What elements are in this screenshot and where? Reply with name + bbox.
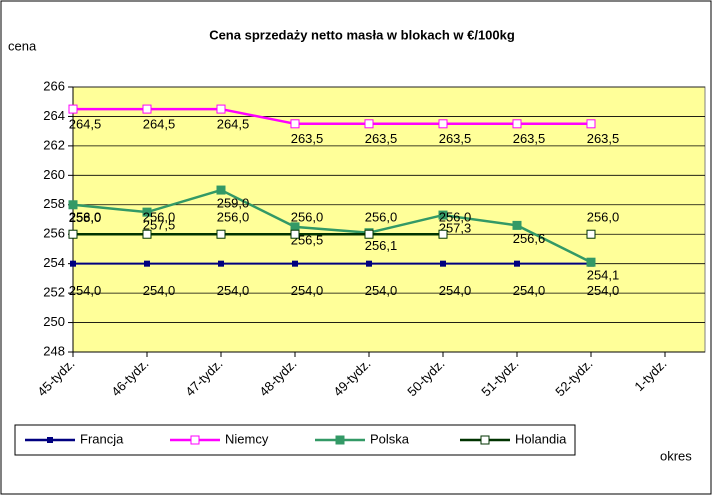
data-label: 264,5 [69, 117, 102, 132]
legend-label: Francja [80, 431, 124, 446]
data-label: 256,6 [513, 231, 546, 246]
y-tick-label: 266 [43, 78, 65, 93]
data-label: 263,5 [365, 131, 398, 146]
marker [366, 260, 372, 267]
series-line [73, 107, 591, 126]
y-tick-label: 254 [43, 255, 65, 270]
marker [216, 185, 226, 195]
series-line [72, 188, 592, 264]
legend-label: Holandia [515, 431, 567, 446]
marker [586, 119, 596, 129]
y-tick-label: 256 [43, 226, 65, 241]
data-label: 256,0 [291, 210, 324, 225]
marker [70, 260, 76, 267]
data-label: 263,5 [587, 131, 620, 146]
data-label: 263,5 [439, 131, 472, 146]
data-label: 264,5 [143, 117, 176, 132]
marker [364, 119, 374, 129]
y-axis-title: cena [8, 38, 37, 53]
marker [144, 260, 150, 267]
data-label: 254,0 [217, 283, 250, 298]
chart-title: Cena sprzedaży netto masła w blokach w €… [209, 27, 515, 42]
marker [142, 207, 152, 217]
data-label: 256,0 [439, 210, 472, 225]
y-tick-label: 258 [43, 196, 65, 211]
data-label: 256,1 [365, 238, 398, 253]
marker [142, 229, 152, 239]
marker [438, 119, 448, 129]
marker [290, 119, 300, 129]
data-label: 254,0 [291, 283, 324, 298]
marker [68, 229, 78, 239]
y-tick-label: 264 [43, 108, 65, 123]
data-label: 263,5 [291, 131, 324, 146]
marker [68, 200, 78, 210]
data-label: 256,0 [69, 210, 102, 225]
marker [218, 260, 224, 267]
data-label: 256,0 [217, 210, 250, 225]
marker [216, 229, 226, 239]
y-tick-label: 262 [43, 137, 65, 152]
y-tick-label: 250 [43, 314, 65, 329]
marker [586, 229, 596, 239]
marker [364, 229, 374, 239]
legend-marker [335, 435, 345, 445]
marker [438, 210, 448, 220]
legend-label: Polska [370, 431, 410, 446]
data-label: 254,0 [143, 283, 176, 298]
marker [292, 260, 298, 267]
x-axis-title: okres [660, 448, 692, 463]
data-label: 264,5 [217, 117, 250, 132]
data-label: 254,0 [365, 283, 398, 298]
legend-marker [190, 435, 200, 445]
marker [512, 119, 522, 129]
marker [514, 260, 520, 267]
data-label: 254,0 [513, 283, 546, 298]
y-tick-label: 260 [43, 167, 65, 182]
marker [68, 104, 78, 114]
marker [586, 257, 596, 267]
data-label: 254,0 [587, 283, 620, 298]
data-label: 256,0 [143, 210, 176, 225]
data-label: 254,0 [69, 283, 102, 298]
data-label: 258,0 [69, 210, 102, 225]
marker [216, 104, 226, 114]
data-label: 259,0 [217, 195, 250, 210]
marker [290, 229, 300, 239]
y-tick-label: 252 [43, 285, 65, 300]
data-label: 263,5 [513, 131, 546, 146]
data-label: 254,0 [439, 283, 472, 298]
marker [438, 229, 448, 239]
marker [512, 220, 522, 230]
data-label: 257,5 [143, 218, 176, 233]
marker [142, 104, 152, 114]
legend-marker [480, 435, 490, 445]
data-label: 254,1 [587, 268, 620, 283]
legend-marker [47, 437, 53, 443]
data-label: 256,0 [587, 210, 620, 225]
marker [440, 260, 446, 267]
data-label: 256,0 [365, 210, 398, 225]
y-tick-label: 248 [43, 343, 65, 358]
legend-label: Niemcy [225, 431, 269, 446]
